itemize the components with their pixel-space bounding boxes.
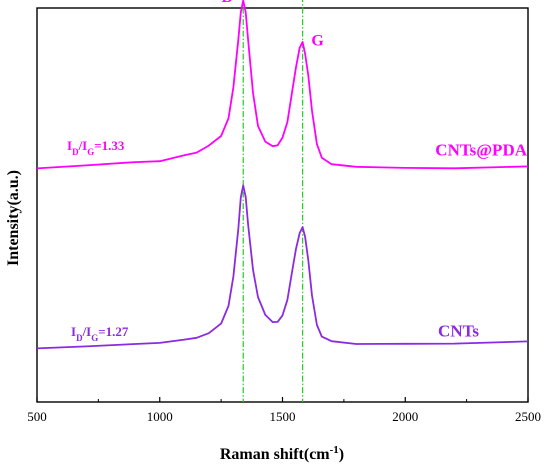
peak-label-d: D	[221, 0, 233, 6]
series-line-cnts	[36, 184, 529, 350]
x-tick-label: 1500	[270, 409, 296, 424]
x-tick-label: 2500	[515, 409, 541, 424]
ratio-label-cnts-pda: ID/IG=1.33	[67, 138, 125, 157]
x-tick-label: 500	[27, 409, 47, 424]
x-axis-title: Raman shift(cm-1)	[220, 444, 344, 463]
x-tick-label: 2000	[392, 409, 418, 424]
series-label-cnts-pda: CNTs@PDA	[435, 140, 527, 159]
x-axis-ticks: 500 1000 1500 2000 2500	[27, 397, 541, 424]
series-label-cnts: CNTs	[438, 322, 479, 341]
peak-label-g: G	[311, 32, 324, 49]
y-axis-title: Intensity(a.u.)	[5, 170, 22, 266]
series-layer	[36, 0, 529, 350]
ratio-label-cnts: ID/IG=1.27	[71, 324, 129, 343]
x-tick-label: 1000	[147, 409, 173, 424]
reference-lines	[242, 0, 304, 402]
labels-layer: D G CNTs@PDA CNTs ID/IG=1.33 ID/IG=1.27	[67, 0, 528, 343]
series-line-cnts-pda	[36, 0, 529, 170]
